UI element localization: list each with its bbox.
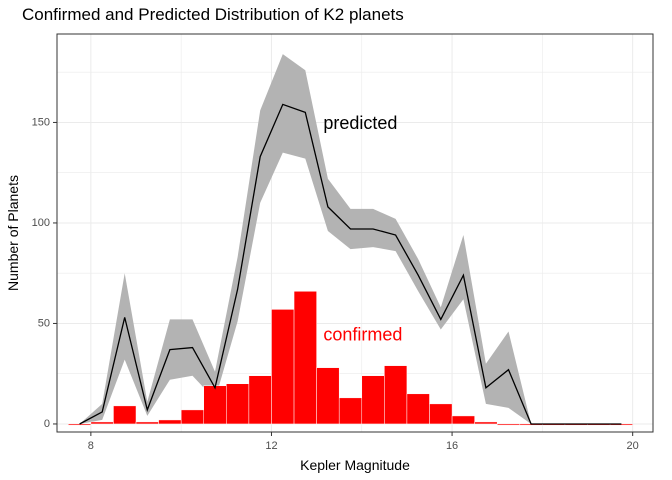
y-tick-label: 100 — [32, 217, 50, 229]
y-axis-title: Number of Planets — [5, 175, 21, 291]
chart-title: Confirmed and Predicted Distribution of … — [22, 5, 404, 24]
confirmed-bar — [429, 403, 453, 425]
confirmed-bar — [90, 421, 114, 425]
x-tick-label: 8 — [88, 440, 94, 452]
y-tick-label: 150 — [32, 116, 50, 128]
confirmed-bar — [180, 409, 204, 425]
predicted-ribbon — [79, 54, 622, 424]
predicted-band — [79, 54, 622, 424]
confirmed-bar — [226, 383, 250, 425]
confirmed-bar — [474, 421, 498, 425]
confirmed-bar — [158, 419, 182, 425]
annotations: predicted confirmed — [323, 113, 402, 344]
confirmed-bar — [406, 393, 430, 425]
confirmed-bar — [113, 405, 137, 425]
confirmed-bar — [384, 365, 408, 425]
confirmed-bar — [316, 367, 340, 425]
confirmed-bar — [451, 415, 475, 425]
x-axis-title: Kepler Magnitude — [300, 457, 410, 473]
y-tick-label: 0 — [44, 418, 50, 430]
x-tick-label: 20 — [627, 440, 639, 452]
y-tick-label: 50 — [38, 317, 50, 329]
x-tick-label: 12 — [265, 440, 277, 452]
predicted-line-group — [79, 103, 622, 425]
confirmed-bar — [203, 385, 227, 425]
axes: 8 12 16 20 0 50 100 150 — [32, 33, 654, 452]
confirmed-bars — [68, 291, 633, 426]
panel-border — [56, 33, 654, 433]
x-tick-label: 16 — [446, 440, 458, 452]
confirmed-bar — [496, 423, 521, 426]
predicted-line — [79, 103, 622, 425]
confirmed-bar — [293, 291, 317, 425]
confirmed-bar — [68, 423, 92, 426]
confirmed-bar — [361, 375, 385, 425]
annotation-confirmed: confirmed — [323, 324, 402, 344]
confirmed-bar — [271, 309, 295, 425]
confirmed-bar — [135, 421, 159, 425]
annotation-predicted: predicted — [323, 113, 397, 133]
confirmed-bar — [248, 375, 272, 425]
confirmed-bar — [338, 397, 363, 425]
